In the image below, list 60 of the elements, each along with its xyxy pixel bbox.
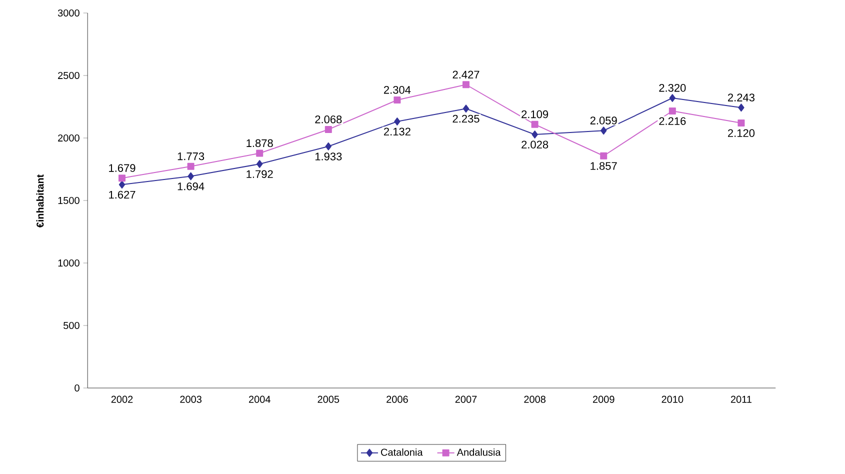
data-label: 1.792 [246, 170, 273, 178]
point [118, 180, 126, 189]
data-label: 1.933 [315, 152, 342, 160]
y-tick-label: 1000 [58, 259, 80, 267]
point [256, 160, 263, 168]
point [668, 107, 676, 114]
data-label: 2.427 [452, 70, 480, 78]
data-label: 1.857 [590, 162, 617, 170]
point [738, 120, 745, 126]
x-tick-label: 2005 [318, 396, 340, 403]
data-label: 2.235 [452, 114, 480, 123]
point [531, 120, 538, 128]
point [118, 174, 126, 182]
point [462, 104, 470, 113]
data-label: 2.068 [315, 116, 342, 124]
legend-label: Andalusia [456, 448, 501, 456]
data-label: 1.694 [178, 182, 204, 190]
x-tick-label: 2008 [524, 396, 546, 403]
y-tick-label: 1500 [58, 196, 80, 204]
point [187, 162, 194, 170]
data-label: 1.627 [109, 190, 136, 199]
x-tick-label: 2003 [180, 396, 202, 403]
y-tick-label: 2000 [58, 134, 80, 142]
y-axis-title: €inhabitant [36, 174, 44, 228]
point [325, 142, 332, 150]
y-tick-label: 500 [64, 322, 80, 330]
point [394, 96, 401, 104]
x-tick-label: 2010 [662, 396, 684, 403]
point [738, 104, 744, 112]
x-tick-label: 2007 [455, 396, 477, 403]
point [532, 130, 538, 138]
data-label: 2.216 [659, 117, 686, 125]
data-label: 2.059 [590, 116, 617, 124]
x-tick-label: 2009 [592, 396, 614, 403]
x-tick-label: 2004 [248, 396, 270, 403]
data-label: 1.679 [109, 164, 136, 172]
y-tick-label: 2500 [58, 72, 80, 80]
point [462, 81, 470, 88]
data-label: 2.320 [659, 84, 686, 92]
data-label: 1.878 [246, 139, 273, 148]
data-label: 2.304 [384, 86, 411, 94]
x-tick-label: 2006 [386, 396, 408, 403]
point [600, 152, 608, 160]
x-tick-label: 2011 [730, 396, 752, 403]
point [188, 172, 194, 180]
point [600, 126, 607, 135]
point [324, 126, 332, 133]
data-label: 2.243 [728, 94, 754, 102]
point [394, 118, 400, 126]
data-label: 2.109 [522, 110, 548, 118]
x-tick-label: 2002 [111, 396, 133, 403]
data-label: 2.120 [728, 129, 755, 137]
data-label: 2.028 [522, 140, 548, 148]
data-label: 1.773 [178, 152, 204, 160]
point [669, 94, 676, 102]
y-tick-label: 0 [74, 384, 80, 392]
y-tick-label: 3000 [58, 9, 80, 17]
legend-label: Catalonia [381, 448, 423, 456]
point [256, 150, 264, 157]
data-label: 2.132 [384, 128, 410, 136]
